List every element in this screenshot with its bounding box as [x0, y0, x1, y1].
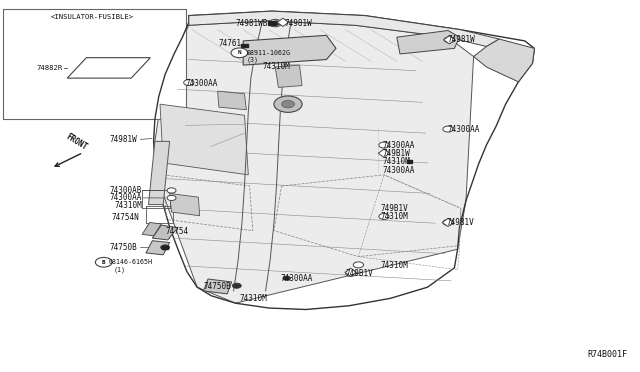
Text: B: B [102, 260, 106, 265]
Polygon shape [218, 91, 246, 110]
Circle shape [282, 100, 294, 108]
Polygon shape [474, 39, 534, 82]
Text: 74300AA: 74300AA [383, 166, 415, 174]
Text: 74300AB: 74300AB [109, 186, 142, 195]
Polygon shape [142, 222, 161, 236]
Polygon shape [152, 225, 178, 240]
Text: 74761: 74761 [219, 39, 242, 48]
Polygon shape [146, 241, 170, 255]
Bar [163, 246, 168, 249]
Text: (1): (1) [114, 266, 126, 273]
Circle shape [161, 245, 170, 250]
Text: 74300AA: 74300AA [383, 141, 415, 150]
Polygon shape [67, 58, 150, 78]
Text: FRONT: FRONT [65, 132, 89, 152]
Text: 08146-6165H: 08146-6165H [109, 259, 153, 265]
Text: (3): (3) [247, 56, 259, 63]
Circle shape [379, 142, 389, 148]
Bar [268, 21, 276, 25]
Text: <INSULATOR-FUSIBLE>: <INSULATOR-FUSIBLE> [51, 14, 134, 20]
Polygon shape [160, 104, 248, 175]
Text: 74981WB: 74981WB [235, 19, 268, 28]
Text: 749B1V: 749B1V [346, 269, 373, 278]
Polygon shape [148, 141, 170, 205]
Text: 74750B: 74750B [204, 282, 231, 291]
Text: 74310M: 74310M [115, 201, 142, 210]
Text: 74310M: 74310M [381, 262, 408, 270]
Text: 74310M: 74310M [381, 212, 408, 221]
Polygon shape [243, 35, 336, 65]
Polygon shape [444, 36, 455, 44]
Circle shape [273, 21, 280, 25]
Text: 74300AA: 74300AA [186, 79, 218, 88]
Text: 74310M: 74310M [240, 294, 268, 303]
Text: 749B1V: 749B1V [381, 204, 408, 213]
Circle shape [95, 257, 112, 267]
Polygon shape [378, 149, 390, 157]
Polygon shape [155, 21, 474, 303]
Text: R74B001F: R74B001F [588, 350, 627, 359]
Text: 74300AA: 74300AA [280, 274, 313, 283]
Circle shape [231, 48, 248, 58]
Text: 74981W: 74981W [285, 19, 312, 28]
Text: N: N [237, 50, 241, 55]
Bar [407, 160, 413, 163]
Text: 74310M: 74310M [383, 157, 410, 166]
Bar [241, 44, 248, 47]
Polygon shape [397, 31, 460, 54]
Circle shape [444, 37, 454, 43]
Circle shape [379, 214, 389, 219]
Circle shape [167, 195, 176, 201]
Circle shape [239, 50, 248, 55]
Polygon shape [204, 279, 232, 294]
Text: 74981W: 74981W [110, 135, 138, 144]
Bar [3, 9, 186, 119]
Text: 74981W: 74981W [448, 35, 476, 44]
Polygon shape [170, 193, 200, 216]
Text: 74754: 74754 [165, 227, 188, 236]
Polygon shape [345, 268, 356, 276]
Polygon shape [277, 18, 289, 26]
Polygon shape [442, 218, 454, 227]
Text: 74882R: 74882R [36, 65, 63, 71]
Circle shape [167, 188, 176, 193]
Text: 74300AA: 74300AA [109, 193, 142, 202]
Circle shape [353, 262, 364, 268]
Circle shape [283, 276, 291, 280]
Circle shape [443, 219, 453, 225]
Text: 74310M: 74310M [262, 62, 290, 71]
Polygon shape [275, 65, 302, 87]
Text: 74750B: 74750B [110, 243, 138, 252]
Text: 08911-1062G: 08911-1062G [247, 50, 291, 56]
Circle shape [232, 283, 241, 288]
Circle shape [274, 96, 302, 112]
Circle shape [346, 270, 356, 276]
Text: 74300AA: 74300AA [448, 125, 481, 134]
Polygon shape [189, 11, 499, 46]
Text: 74754N: 74754N [112, 213, 140, 222]
Text: 749B1W: 749B1W [383, 149, 410, 158]
Circle shape [443, 126, 453, 132]
Circle shape [184, 80, 194, 86]
Circle shape [269, 19, 282, 27]
Text: 749B1V: 749B1V [447, 218, 474, 227]
